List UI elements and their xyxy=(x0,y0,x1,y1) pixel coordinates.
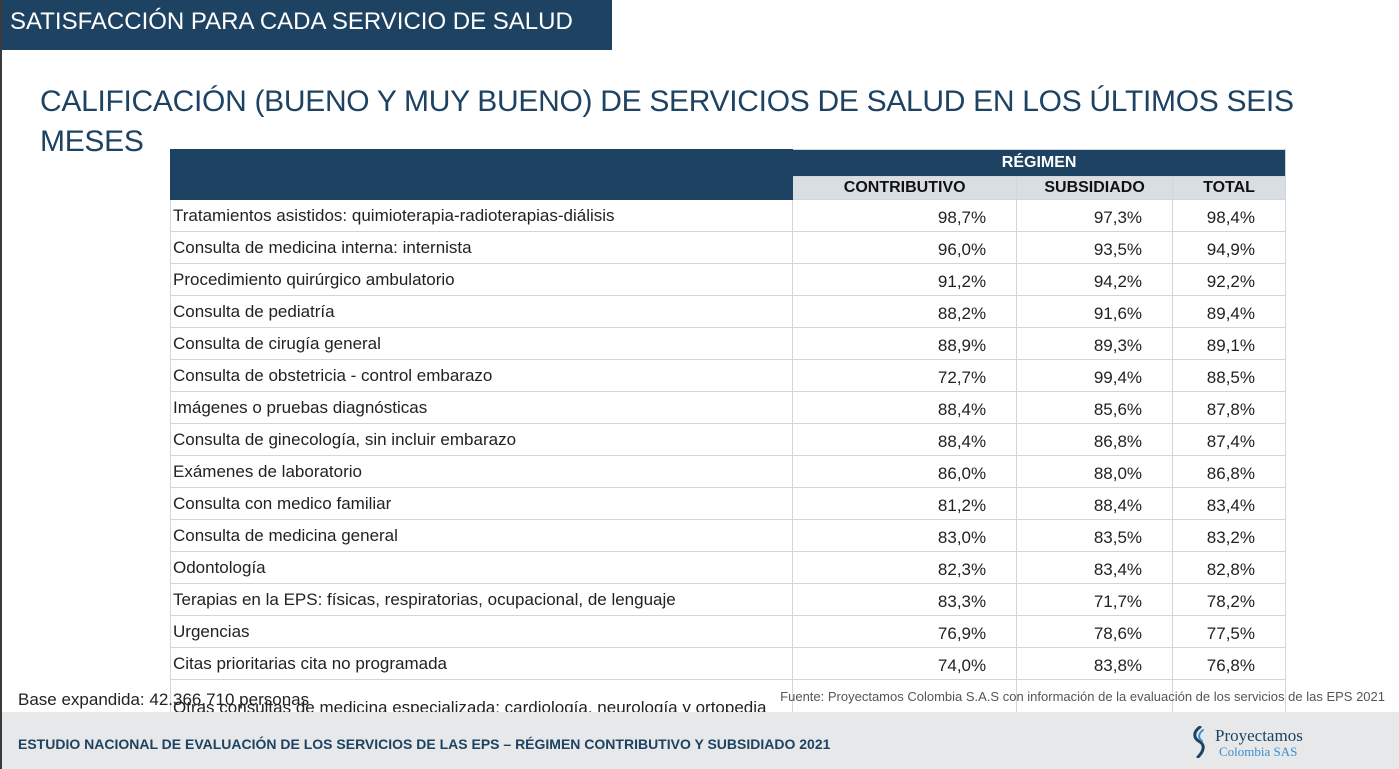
total-cell: 98,4% xyxy=(1172,199,1286,232)
table-row: Odontología 82,3% 83,4% 82,8% xyxy=(169,551,1286,584)
total-cell: 86,8% xyxy=(1172,455,1286,488)
total-cell: 89,4% xyxy=(1172,295,1286,328)
subsidiado-cell: 89,3% xyxy=(1016,327,1174,360)
service-cell: Consulta de ginecología, sin incluir emb… xyxy=(169,423,794,456)
contributivo-cell: 82,3% xyxy=(792,551,1018,584)
service-cell: Citas prioritarias cita no programada xyxy=(169,647,794,680)
contributivo-cell: 81,2% xyxy=(792,487,1018,520)
base-note: Base expandida: 42.366.710 personas xyxy=(18,690,310,709)
satisfaction-table: RÉGIMEN CONTRIBUTIVO SUBSIDIADO TOTAL Tr… xyxy=(169,149,1286,736)
service-cell: Consulta de medicina interna: internista xyxy=(169,231,794,264)
table-row: Consulta de obstetricia - control embara… xyxy=(169,359,1286,392)
table-row: Urgencias 76,9% 78,6% 77,5% xyxy=(169,615,1286,648)
col-header-contributivo: CONTRIBUTIVO xyxy=(792,176,1018,200)
table-row: Consulta de pediatría 88,2% 91,6% 89,4% xyxy=(169,295,1286,328)
study-title: ESTUDIO NACIONAL DE EVALUACIÓN DE LOS SE… xyxy=(18,736,831,752)
service-cell: Tratamientos asistidos: quimioterapia-ra… xyxy=(169,199,794,232)
subsidiado-cell: 83,4% xyxy=(1016,551,1174,584)
service-cell: Consulta con medico familiar xyxy=(169,487,794,520)
service-cell: Imágenes o pruebas diagnósticas xyxy=(169,391,794,424)
service-cell: Odontología xyxy=(169,551,794,584)
contributivo-cell: 91,2% xyxy=(792,263,1018,296)
contributivo-cell: 88,9% xyxy=(792,327,1018,360)
service-header-cell xyxy=(169,149,794,200)
regimen-header: RÉGIMEN xyxy=(792,149,1286,177)
contributivo-cell: 72,7% xyxy=(792,359,1018,392)
subsidiado-cell: 93,5% xyxy=(1016,231,1174,264)
contributivo-cell: 76,9% xyxy=(792,615,1018,648)
subsidiado-cell: 83,8% xyxy=(1016,647,1174,680)
service-cell: Urgencias xyxy=(169,615,794,648)
proyectamos-logo-icon xyxy=(1193,726,1205,758)
contributivo-cell: 74,0% xyxy=(792,647,1018,680)
service-cell: Exámenes de laboratorio xyxy=(169,455,794,488)
contributivo-cell: 86,0% xyxy=(792,455,1018,488)
contributivo-cell: 96,0% xyxy=(792,231,1018,264)
logo-name: Proyectamos xyxy=(1215,726,1303,745)
total-cell: 87,8% xyxy=(1172,391,1286,424)
source-note: Fuente: Proyectamos Colombia S.A.S con i… xyxy=(780,689,1385,704)
total-cell: 92,2% xyxy=(1172,263,1286,296)
subsidiado-cell: 78,6% xyxy=(1016,615,1174,648)
footer: ESTUDIO NACIONAL DE EVALUACIÓN DE LOS SE… xyxy=(2,712,1399,769)
contributivo-cell: 88,2% xyxy=(792,295,1018,328)
total-cell: 87,4% xyxy=(1172,423,1286,456)
total-cell: 89,1% xyxy=(1172,327,1286,360)
company-logo: Proyectamos Colombia SAS xyxy=(1189,724,1329,760)
table-row: Citas prioritarias cita no programada 74,… xyxy=(169,647,1286,680)
table-row: Consulta de cirugía general 88,9% 89,3% 89,… xyxy=(169,327,1286,360)
service-cell: Consulta de obstetricia - control embara… xyxy=(169,359,794,392)
subsidiado-cell: 83,5% xyxy=(1016,519,1174,552)
table-row: Terapias en la EPS: físicas, respiratori… xyxy=(169,583,1286,616)
logo-sub: Colombia SAS xyxy=(1219,744,1298,759)
table-row: Imágenes o pruebas diagnósticas 88,4% 85,6… xyxy=(169,391,1286,424)
subsidiado-cell: 86,8% xyxy=(1016,423,1174,456)
col-header-subsidiado: SUBSIDIADO xyxy=(1016,176,1174,200)
table-body: Tratamientos asistidos: quimioterapia-ra… xyxy=(169,199,1286,736)
total-cell: 94,9% xyxy=(1172,231,1286,264)
service-cell: Consulta de medicina general xyxy=(169,519,794,552)
service-cell: Consulta de cirugía general xyxy=(169,327,794,360)
service-cell: Consulta de pediatría xyxy=(169,295,794,328)
contributivo-cell: 88,4% xyxy=(792,423,1018,456)
subsidiado-cell: 71,7% xyxy=(1016,583,1174,616)
table-row: Procedimiento quirúrgico ambulatorio 91,2… xyxy=(169,263,1286,296)
table-row: Consulta de medicina general 83,0% 83,5% 83… xyxy=(169,519,1286,552)
total-cell: 77,5% xyxy=(1172,615,1286,648)
contributivo-cell: 83,3% xyxy=(792,583,1018,616)
subsidiado-cell: 94,2% xyxy=(1016,263,1174,296)
contributivo-cell: 88,4% xyxy=(792,391,1018,424)
contributivo-cell: 83,0% xyxy=(792,519,1018,552)
subsidiado-cell: 97,3% xyxy=(1016,199,1174,232)
total-cell: 76,8% xyxy=(1172,647,1286,680)
table-row: Consulta de medicina interna: internista… xyxy=(169,231,1286,264)
subsidiado-cell: 88,0% xyxy=(1016,455,1174,488)
service-cell: Procedimiento quirúrgico ambulatorio xyxy=(169,263,794,296)
col-header-total: TOTAL xyxy=(1172,176,1286,200)
subsidiado-cell: 91,6% xyxy=(1016,295,1174,328)
table-row: Exámenes de laboratorio 86,0% 88,0% 86,8% xyxy=(169,455,1286,488)
subsidiado-cell: 99,4% xyxy=(1016,359,1174,392)
contributivo-cell: 98,7% xyxy=(792,199,1018,232)
page-title: CALIFICACIÓN (BUENO Y MUY BUENO) DE SERV… xyxy=(40,85,1294,158)
service-cell: Terapias en la EPS: físicas, respiratori… xyxy=(169,583,794,616)
total-cell: 83,2% xyxy=(1172,519,1286,552)
total-cell: 83,4% xyxy=(1172,487,1286,520)
total-cell: 78,2% xyxy=(1172,583,1286,616)
table-row: Tratamientos asistidos: quimioterapia-ra… xyxy=(169,199,1286,232)
subsidiado-cell: 88,4% xyxy=(1016,487,1174,520)
table-row: Consulta con medico familiar 81,2% 88,4% 83… xyxy=(169,487,1286,520)
total-cell: 88,5% xyxy=(1172,359,1286,392)
table-row: Consulta de ginecología, sin incluir emb… xyxy=(169,423,1286,456)
subsidiado-cell: 85,6% xyxy=(1016,391,1174,424)
section-banner: SATISFACCIÓN PARA CADA SERVICIO DE SALUD xyxy=(2,0,612,50)
total-cell: 82,8% xyxy=(1172,551,1286,584)
